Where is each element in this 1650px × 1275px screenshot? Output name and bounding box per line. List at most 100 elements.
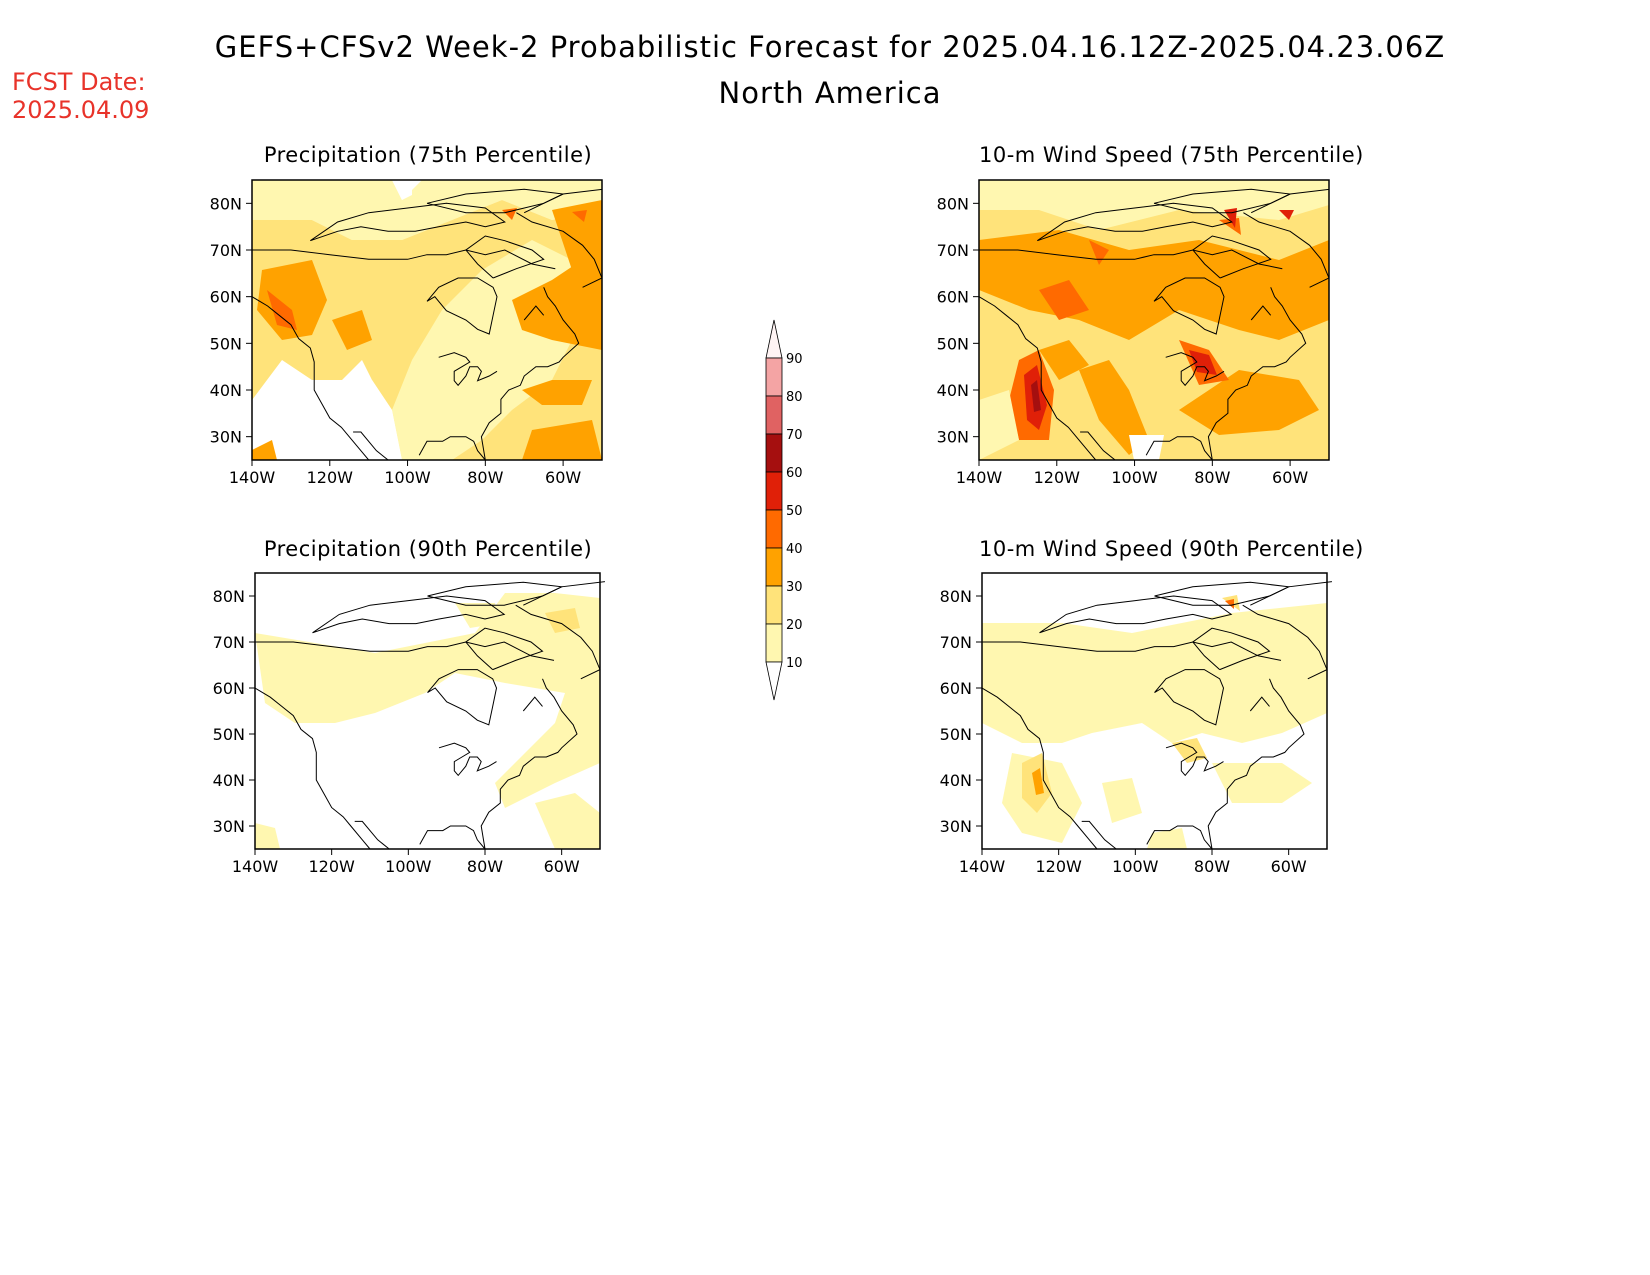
coastline [1192,627,1271,671]
lon-label: 80W [467,857,503,876]
colorbar-label: 90 [786,352,803,367]
coastlines [979,188,1329,460]
main-title: GEFS+CFSv2 Week-2 Probabilistic Forecast… [214,30,1446,64]
lon-label: 120W [307,468,354,487]
lat-label: 80N [940,587,972,606]
coastline [1080,431,1116,460]
map-frame [251,179,603,461]
lon-label: 60W [545,468,581,487]
coastline [1154,669,1225,726]
coastline [1243,212,1329,288]
colorbar: 90 80 70 60 50 40 30 20 10 [765,319,803,701]
lat-label: 70N [210,241,242,260]
colorbar-segment [765,357,783,397]
lon-label: 60W [1271,857,1307,876]
map-precip-75: 80N 70N 60N 50N 40N 30N 140W 120W 100W 80W 60W [210,179,603,487]
coastline [426,277,498,335]
coastline [1192,235,1272,279]
colorbar-label: 70 [786,428,803,443]
coastline [252,296,370,460]
lat-label: 30N [937,428,969,447]
coastline [1207,678,1305,850]
lat-label: 40N [940,771,972,790]
coastline [1207,287,1307,460]
lon-label: 80W [1194,468,1230,487]
coastline [465,235,545,279]
lat-label: 70N [940,633,972,652]
coastline [982,641,1282,661]
lat-label: 40N [210,381,242,400]
lon-label: 140W [959,857,1006,876]
colorbar-label: 40 [786,542,803,557]
lat-label: 70N [213,633,245,652]
lat-label: 80N [937,194,969,213]
coastline [252,249,556,270]
map-wind-75: 80N 70N 60N 50N 40N 30N 140W 120W 100W 80W 60W [937,179,1330,487]
colorbar-segment [765,509,783,549]
panel-title-precip-75: Precipitation (75th Percentile) [263,143,593,167]
lat-label: 30N [213,817,245,836]
lon-label: 120W [308,857,355,876]
coastline [419,825,486,850]
lon-label: 140W [229,468,276,487]
lat-label: 40N [937,381,969,400]
colorbar-segment [765,547,783,587]
map-wind-90: 80N 70N 60N 50N 40N 30N 140W 120W 100W 80W 60W [940,572,1332,876]
colorbar-top-cap [765,319,783,359]
coastline [979,249,1283,270]
map-frame [978,179,1330,461]
coastline [438,742,497,777]
probability-fill [252,180,602,460]
coastline [979,296,1097,460]
colorbar-label: 30 [786,580,803,595]
coastline [522,696,543,712]
lon-label: 140W [232,857,279,876]
coastline [516,212,602,288]
lat-label: 70N [937,241,969,260]
lon-label: 100W [1112,857,1159,876]
coastline [1037,202,1233,242]
forecast-date-label: FCST Date: [12,68,146,96]
coastline [438,352,498,387]
lat-label: 60N [940,679,972,698]
lat-label: 50N [940,725,972,744]
forecast-date: FCST Date: 2025.04.09 [12,68,149,124]
probability-fill [982,595,1327,849]
colorbar-bottom-cap [765,661,783,701]
region-subtitle: North America [718,76,942,110]
lat-label: 40N [213,771,245,790]
coastline [1165,352,1225,387]
colorbar-label: 60 [786,466,803,481]
coastline [465,627,544,671]
coastline [1153,277,1225,335]
lat-label: 80N [213,587,245,606]
coastline [1039,595,1233,634]
lon-label: 100W [384,468,431,487]
lon-label: 100W [385,857,432,876]
coastline [1249,696,1270,712]
lat-label: 50N [213,725,245,744]
colorbar-segment [765,623,783,663]
forecast-date-value: 2025.04.09 [12,96,150,124]
lat-label: 50N [937,334,969,353]
lat-label: 60N [213,679,245,698]
coastline [1165,742,1224,777]
coastline [480,287,580,460]
coastline [427,669,498,726]
coastline [354,820,390,850]
probability-fill [979,180,1329,460]
lon-label: 100W [1111,468,1158,487]
panel-title-wind-75: 10-m Wind Speed (75th Percentile) [979,143,1364,167]
colorbar-segment [765,433,783,473]
lon-label: 60W [1272,468,1308,487]
map-precip-90: 80N 70N 60N 50N 40N 30N 140W 120W 100W 80W 60W [213,572,605,876]
coastline [310,202,506,242]
lat-label: 60N [210,288,242,307]
lon-label: 80W [1194,857,1230,876]
lon-label: 120W [1034,468,1081,487]
colorbar-segment [765,585,783,625]
colorbar-segment [765,471,783,511]
colorbar-label: 10 [786,656,803,671]
map-frame [254,572,601,850]
